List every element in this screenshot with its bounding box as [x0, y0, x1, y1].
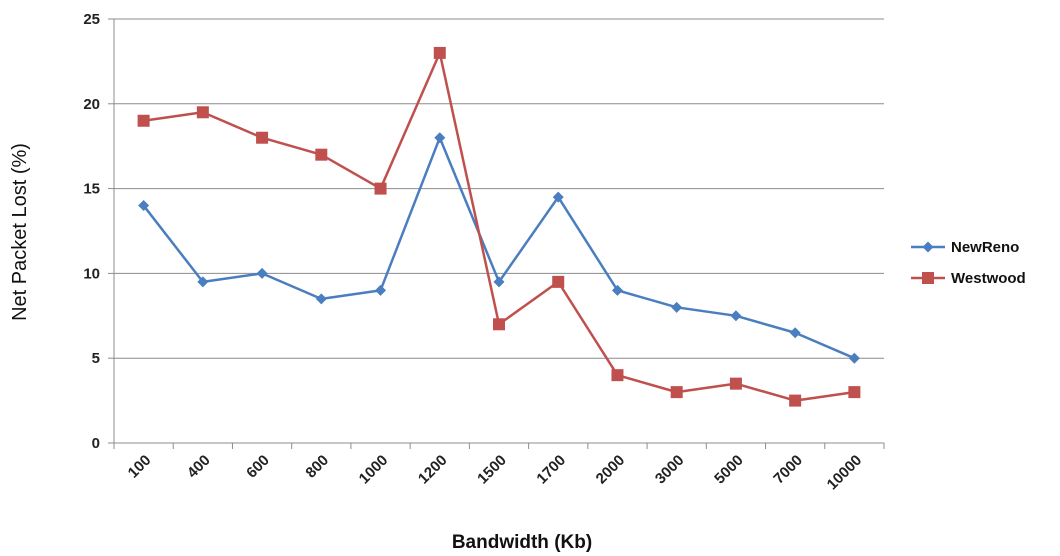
data-point-newreno [493, 276, 505, 288]
data-point-westwood [196, 106, 209, 119]
data-point-westwood [670, 386, 683, 399]
x-tick-label: 3000 [652, 452, 688, 488]
x-tick-label: 10000 [824, 452, 866, 494]
x-tick-label: 100 [125, 452, 155, 482]
y-tick-label: 20 [83, 96, 100, 113]
data-point-westwood [611, 369, 624, 382]
data-point-westwood [729, 377, 742, 390]
x-tick-label: 400 [184, 452, 214, 482]
x-tick-label: 5000 [711, 452, 747, 488]
data-point-newreno [256, 267, 268, 279]
data-point-westwood [848, 386, 861, 399]
series-westwood [137, 46, 861, 407]
legend-item-westwood: Westwood [911, 270, 1026, 287]
series-lines [137, 46, 861, 407]
data-point-newreno [789, 327, 801, 339]
y-tick-label: 25 [83, 11, 100, 28]
legend-swatch-marker [922, 272, 934, 284]
x-tick-label: 1200 [415, 452, 451, 488]
data-point-westwood [374, 182, 387, 195]
x-tick-label: 7000 [770, 452, 806, 488]
legend-label: Westwood [951, 270, 1026, 287]
legend-label: NewReno [951, 239, 1019, 256]
y-tick-label: 0 [92, 435, 100, 452]
legend-swatch-marker [922, 241, 934, 253]
data-point-westwood [433, 46, 446, 59]
x-tick-label: 2000 [593, 452, 629, 488]
y-tick-label: 10 [83, 265, 100, 282]
axes [108, 18, 885, 449]
data-point-newreno [138, 200, 150, 212]
data-point-newreno [611, 284, 623, 296]
data-point-newreno [552, 191, 564, 203]
y-tick-label: 5 [92, 350, 100, 367]
y-tick-labels: 0 5 10 15 20 25 [83, 11, 100, 452]
x-tick-label: 1000 [356, 452, 392, 488]
data-point-westwood [493, 318, 505, 331]
legend: NewReno Westwood [911, 239, 1026, 287]
x-tick-label: 800 [302, 452, 332, 482]
y-axis-title: Net Packet Lost (%) [9, 143, 31, 321]
data-point-newreno [375, 284, 387, 296]
gridlines [114, 18, 884, 359]
x-tick-label: 1700 [533, 452, 569, 488]
series-newreno [138, 132, 860, 364]
data-point-westwood [256, 131, 269, 144]
data-point-westwood [137, 114, 150, 127]
data-point-newreno [730, 310, 742, 322]
x-tick-label: 1500 [474, 452, 510, 488]
data-point-newreno [197, 276, 209, 288]
data-point-westwood [315, 148, 328, 161]
y-tick-label: 15 [83, 181, 100, 198]
data-point-westwood [552, 275, 565, 288]
data-point-newreno [434, 132, 446, 144]
legend-item-newreno: NewReno [911, 239, 1019, 256]
data-point-newreno [848, 352, 860, 364]
x-tick-label: 600 [243, 452, 273, 482]
x-tick-labels: 100 400 600 800 1000 1200 1500 1700 2000 3000 5000… [125, 452, 865, 494]
series-line [143, 51, 855, 402]
data-point-westwood [789, 394, 802, 407]
data-point-newreno [315, 293, 327, 305]
data-point-newreno [671, 301, 683, 313]
x-axis-title: Bandwidth (Kb) [452, 532, 592, 553]
